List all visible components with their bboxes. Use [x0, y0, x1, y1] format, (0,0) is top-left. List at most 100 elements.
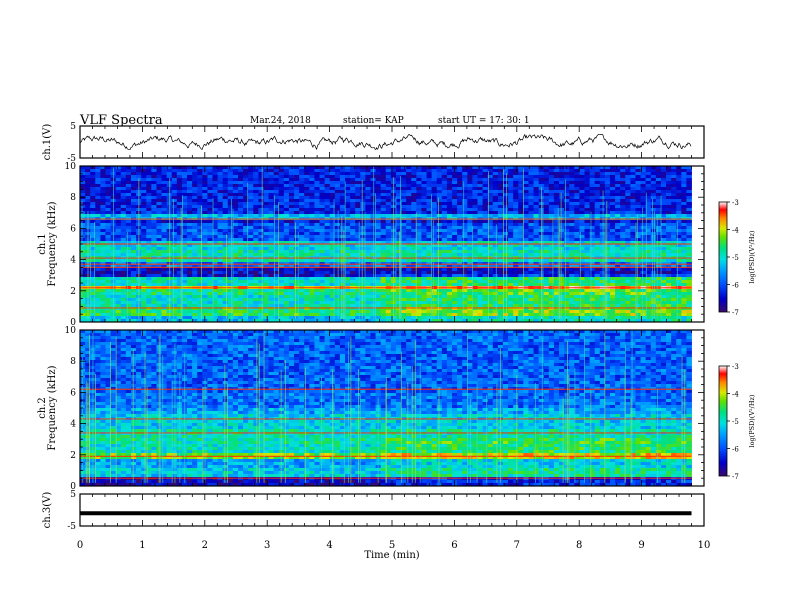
- ch1-spec-cell: [574, 184, 580, 188]
- ch1-spec-cell: [350, 223, 356, 227]
- ch1-spec-cell: [243, 178, 249, 182]
- ch1-spec-cell: [446, 274, 453, 278]
- ch1-spec-cell: [609, 244, 616, 248]
- ch1-spec-cell: [599, 229, 606, 233]
- ch1-spec-cell: [615, 265, 621, 269]
- ch1-spec-cell: [243, 235, 249, 239]
- ch1-spec-cell: [421, 196, 427, 200]
- ch1-spec-cell: [574, 199, 580, 203]
- ch1-spec-cell: [671, 274, 677, 278]
- ch1-spec-cell: [533, 211, 540, 215]
- ch1-spec-cell: [615, 250, 621, 254]
- ch1-spec-cell: [278, 235, 285, 239]
- ch1-spec-cell: [609, 268, 616, 272]
- ch1-spec-cell: [370, 226, 376, 230]
- ch1-spec-cell: [227, 265, 234, 269]
- ch1-spec-cell: [278, 196, 285, 200]
- ch1-spec-cell: [574, 181, 580, 185]
- ch1-spec-cell: [594, 166, 601, 170]
- ch1-spec-cell: [406, 253, 412, 257]
- ch1-spec-cell: [574, 226, 580, 230]
- ch1-spec-cell: [294, 274, 300, 278]
- ch1-spec-cell: [635, 247, 641, 251]
- ch1-spec-cell: [227, 193, 234, 197]
- ch1-spec-cell: [212, 268, 218, 272]
- ch1-spec-cell: [401, 214, 407, 218]
- ch1-spec-cell: [181, 214, 188, 218]
- ch1-spec-cell: [584, 241, 590, 245]
- ch1-spec-cell: [360, 274, 366, 278]
- ch1-spec-cell: [217, 205, 224, 209]
- ch1-spec-cell: [222, 193, 229, 197]
- ch1-spec-cell: [329, 271, 336, 275]
- ch1-spec-cell: [237, 214, 244, 218]
- ch1-spec-cell: [350, 214, 356, 218]
- ch1-spec-cell: [569, 250, 575, 254]
- ch1-spec-cell: [90, 211, 96, 215]
- ch1-spec-cell: [482, 211, 489, 215]
- ch1-spec-cell: [212, 232, 218, 236]
- ch1-spec-cell: [141, 211, 147, 215]
- ch1-spec-cell: [676, 226, 682, 230]
- ch1-spec-cell: [609, 211, 616, 215]
- ch1-spec-cell: [90, 220, 96, 224]
- ch1-spec-cell: [579, 241, 585, 245]
- ch1-spec-cell: [635, 229, 641, 233]
- ch1-spec-cell: [635, 184, 641, 188]
- ch1-spec-cell: [232, 250, 239, 254]
- ch1-spec-cell: [176, 277, 183, 281]
- ch1-spec-cell: [533, 193, 540, 197]
- ch1-spec-cell: [360, 250, 366, 254]
- ch1-spec-cell: [115, 253, 122, 257]
- ch1-spec-cell: [268, 232, 275, 236]
- ch1-spec-cell: [548, 196, 555, 200]
- ch1-spec-cell: [375, 232, 382, 236]
- ch1-spec-cell: [482, 214, 489, 218]
- ch1-spec-cell: [380, 193, 387, 197]
- ch1-spec-cell: [640, 244, 647, 248]
- ch1-spec-cell: [375, 205, 382, 209]
- ch1-spec-cell: [125, 244, 132, 248]
- ch1-spec-cell: [268, 226, 275, 230]
- ch1-spec-cell: [232, 172, 239, 176]
- ch1-spec-cell: [681, 196, 687, 200]
- ch1-spec-cell: [472, 214, 478, 218]
- ch1-spec-cell: [569, 202, 575, 206]
- ch1-spec-cell: [416, 241, 422, 245]
- ch1-spec-cell: [650, 280, 657, 284]
- ch1-spec-cell: [416, 211, 422, 215]
- ch1-spec-cell: [579, 202, 585, 206]
- ch1-spec-cell: [564, 223, 570, 227]
- ch1-spec-cell: [283, 268, 290, 272]
- ch1-spec-cell: [253, 226, 259, 230]
- ch1-spec-cell: [604, 202, 611, 206]
- ch1-spec-cell: [569, 172, 575, 176]
- ch1-spec-cell: [502, 205, 509, 209]
- ch1-spec-cell: [487, 271, 494, 275]
- ch1-spec-cell: [426, 274, 433, 278]
- ch1-spec-cell: [620, 172, 626, 176]
- ch1-spec-cell: [304, 277, 310, 281]
- ch1-spec-cell: [314, 178, 320, 182]
- ch1-spec-cell: [192, 226, 198, 230]
- ch1-spec-cell: [681, 226, 687, 230]
- ch1-spec-cell: [660, 190, 667, 194]
- ch1-spec-cell: [457, 205, 463, 209]
- ch1-spec-cell: [528, 283, 534, 287]
- ch1-spec-cell: [615, 205, 621, 209]
- ch1-spec-cell: [237, 208, 244, 212]
- ch1-spec-cell: [207, 274, 213, 278]
- ch1-spec-cell: [604, 274, 611, 278]
- ch1-spec-cell: [253, 214, 259, 218]
- ch1-spec-cell: [609, 190, 616, 194]
- ch1-spec-cell: [446, 235, 453, 239]
- ch1-spec-cell: [263, 271, 269, 275]
- ch1-spec-cell: [176, 169, 183, 173]
- ch1-spec-cell: [375, 193, 382, 197]
- ch1-spec-cell: [625, 268, 631, 272]
- ch1-spec-cell: [202, 229, 208, 233]
- ch1-spec-cell: [288, 214, 295, 218]
- chart-title: VLF Spectra: [80, 113, 163, 128]
- ch1-spec-cell: [518, 184, 524, 188]
- ch1-spec-cell: [329, 247, 336, 251]
